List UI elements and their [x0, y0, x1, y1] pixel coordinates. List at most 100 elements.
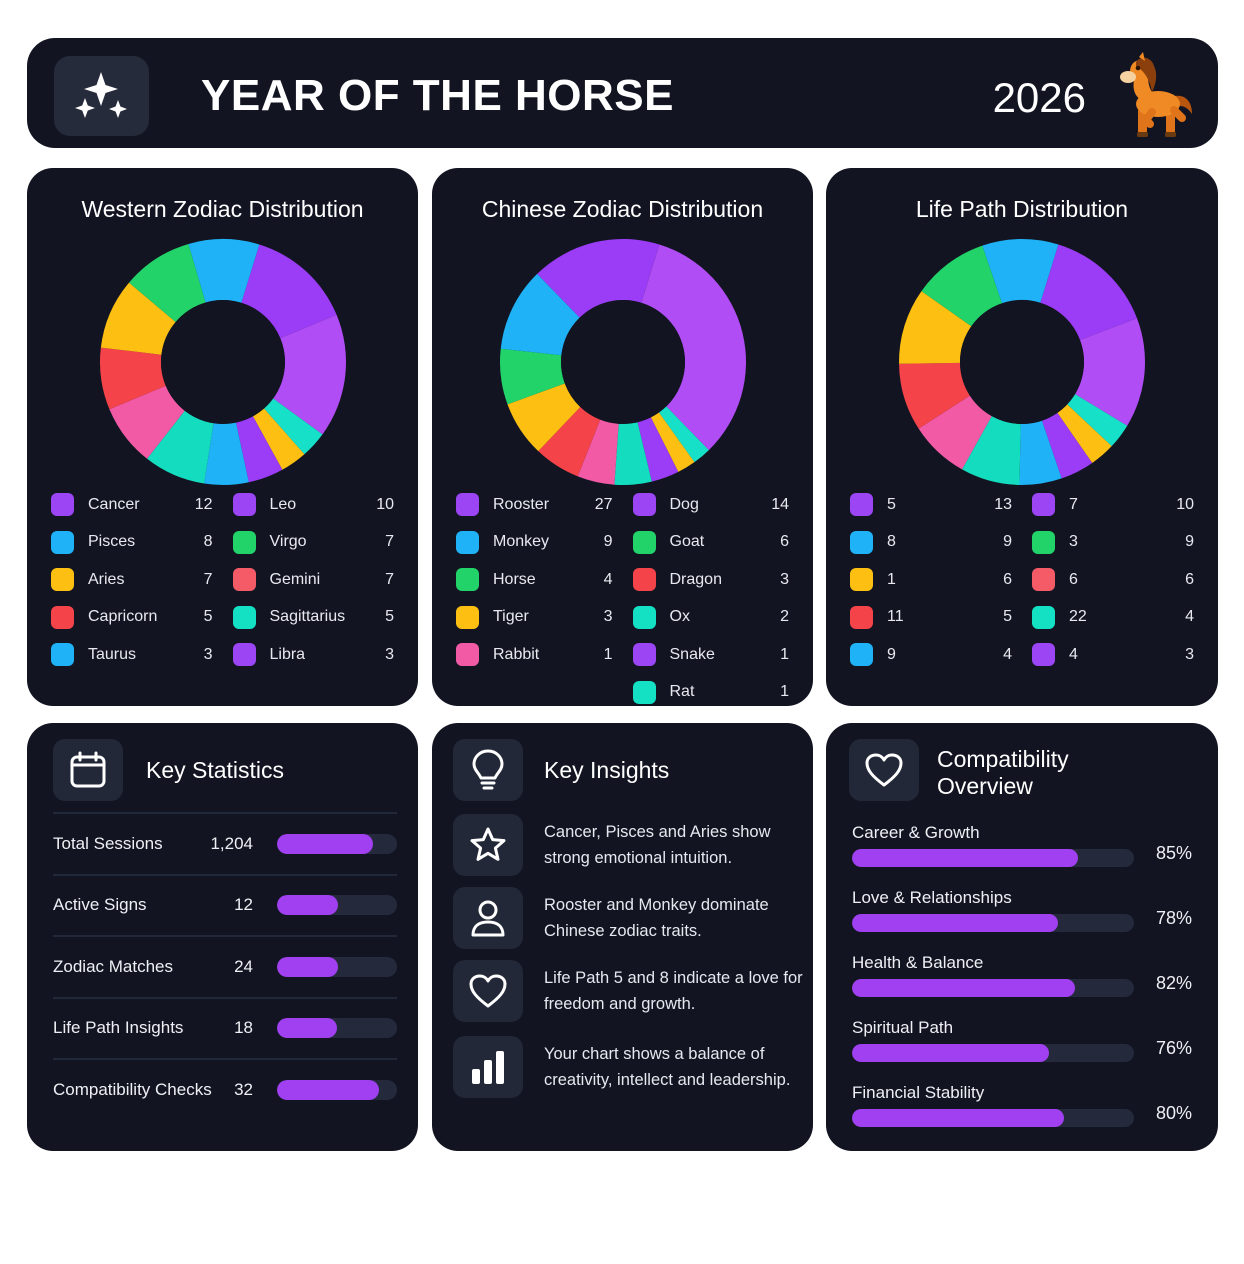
legend-swatch	[1032, 493, 1055, 517]
compatibility-progress-fill	[852, 1109, 1064, 1127]
chart-legend: 5 13 8 9 1 6 11 5 9 4 7 10 3 9 6 6 22 4 4 3	[850, 486, 1194, 674]
donut-slice	[500, 273, 580, 356]
chinese-zodiac-card: Chinese Zodiac Distribution Rooster 27 Mon…	[432, 168, 813, 706]
legend-label: 1	[887, 570, 896, 588]
legend-swatch	[850, 530, 873, 554]
donut-slice	[921, 245, 1003, 327]
legend-swatch	[232, 605, 256, 629]
legend-swatch	[456, 530, 479, 554]
legend-swatch	[632, 568, 656, 592]
legend-label: 9	[887, 645, 896, 663]
donut-slice	[203, 422, 249, 485]
stat-label: Total Sessions	[53, 833, 163, 853]
legend-value: 13	[994, 495, 1012, 513]
compatibility-percent: 78%	[1155, 908, 1192, 928]
compatibility-label: Spiritual Path	[852, 1018, 954, 1037]
key-statistics-card: Key Statistics Total Sessions 1,204 Active…	[27, 723, 418, 1151]
legend-label: Capricorn	[88, 608, 158, 626]
legend-value: 3	[603, 608, 613, 626]
compatibility-progress-bar	[852, 849, 1134, 867]
donut-slice	[613, 422, 652, 485]
compatibility-item: Spiritual Path 76%	[852, 1018, 1192, 1083]
legend-swatch	[456, 643, 479, 667]
legend-label: Aries	[88, 570, 125, 588]
legend-column: 7 10 3 9 6 6 22 4 4 3	[1032, 486, 1194, 674]
legend-value: 6	[1185, 570, 1194, 588]
life-path-donut-chart	[899, 239, 1145, 485]
compatibility-progress-fill	[852, 849, 1078, 867]
legend-label: Pisces	[88, 533, 136, 551]
compatibility-label: Health & Balance	[852, 953, 984, 972]
legend-label: 5	[887, 495, 896, 513]
donut-slice	[108, 385, 185, 459]
donut-slice	[499, 348, 565, 405]
compatibility-percent: 80%	[1155, 1103, 1192, 1123]
stat-value: 32	[234, 1079, 253, 1099]
compatibility-progress-bar	[852, 1044, 1134, 1062]
donut-slice	[99, 347, 166, 410]
logo-badge	[54, 56, 149, 136]
legend-value: 7	[385, 533, 394, 551]
donut-slice	[658, 406, 709, 463]
donut-slice	[252, 408, 304, 470]
star-icon	[470, 827, 506, 861]
legend-value: 10	[1176, 495, 1194, 513]
compatibility-percent: 76%	[1155, 1038, 1192, 1058]
star-icon-box	[453, 814, 523, 876]
compatibility-progress-fill	[852, 979, 1075, 997]
chart-title: Chinese Zodiac Distribution	[481, 196, 764, 222]
legend-item: Leo 10	[232, 486, 394, 524]
bar-chart-icon	[472, 1051, 504, 1084]
donut-slice	[962, 416, 1021, 485]
legend-item: Gemini 7	[232, 561, 394, 599]
legend-label: Taurus	[88, 645, 137, 663]
legend-item: Tiger 3	[456, 599, 613, 637]
stat-label: Compatibility Checks	[53, 1079, 212, 1099]
legend-value: 9	[1185, 533, 1194, 551]
compatibility-item: Love & Relationships 78%	[852, 888, 1192, 953]
chart-title: Western Zodiac Distribution	[81, 196, 364, 222]
legend-value: 12	[194, 495, 213, 513]
stats-list: Total Sessions 1,204 Active Signs 12 Zodiac …	[53, 812, 397, 1120]
legend-swatch	[1032, 605, 1055, 629]
horse-mascot	[1112, 52, 1196, 138]
donut-slice	[187, 239, 259, 303]
donut-slice	[1075, 318, 1145, 426]
legend-value: 3	[203, 645, 213, 663]
donut-slice	[918, 395, 992, 470]
legend-label: Rooster	[493, 495, 550, 513]
legend-value: 27	[594, 495, 613, 513]
insight-item: Rooster and Monkey dominate Chinese zodi…	[453, 885, 803, 951]
legend-value: 3	[385, 645, 394, 663]
legend-swatch	[850, 605, 873, 629]
section-title: Compatibility Overview	[937, 746, 1069, 799]
chart-legend: Rooster 27 Monkey 9 Horse 4 Tiger 3 Rabbit 1 Dog 14…	[456, 486, 789, 711]
donut-slice	[536, 239, 659, 318]
chart-title: Life Path Distribution	[915, 196, 1129, 222]
compatibility-label: Career & Growth	[852, 823, 980, 842]
legend-value: 6	[1003, 570, 1012, 588]
life-path-card: Life Path Distribution 5 13 8 9 1 6 11 5 9 4 7 10 3 9…	[826, 168, 1218, 706]
donut-hole	[960, 300, 1084, 424]
legend-value: 3	[1185, 645, 1194, 663]
legend-label: Virgo	[269, 533, 307, 551]
legend-swatch	[51, 568, 74, 592]
donut-slice	[640, 244, 746, 451]
legend-swatch	[850, 568, 873, 592]
page-title: YEAR OF THE HORSE	[201, 71, 674, 120]
legend-value: 5	[385, 608, 394, 626]
insight-item: Your chart shows a balance of creativity…	[453, 1034, 803, 1100]
legend-label: Sagittarius	[269, 608, 346, 626]
legend-label: Libra	[269, 645, 306, 663]
stat-progress-fill	[277, 1018, 337, 1039]
key-insights-card: Key Insights Cancer, Pisces and Aries sh…	[432, 723, 813, 1151]
legend-swatch	[456, 568, 479, 592]
legend-label: 22	[1069, 608, 1087, 626]
legend-label: Horse	[493, 570, 536, 588]
legend-value: 4	[1185, 608, 1194, 626]
stat-progress-bar	[277, 956, 397, 977]
